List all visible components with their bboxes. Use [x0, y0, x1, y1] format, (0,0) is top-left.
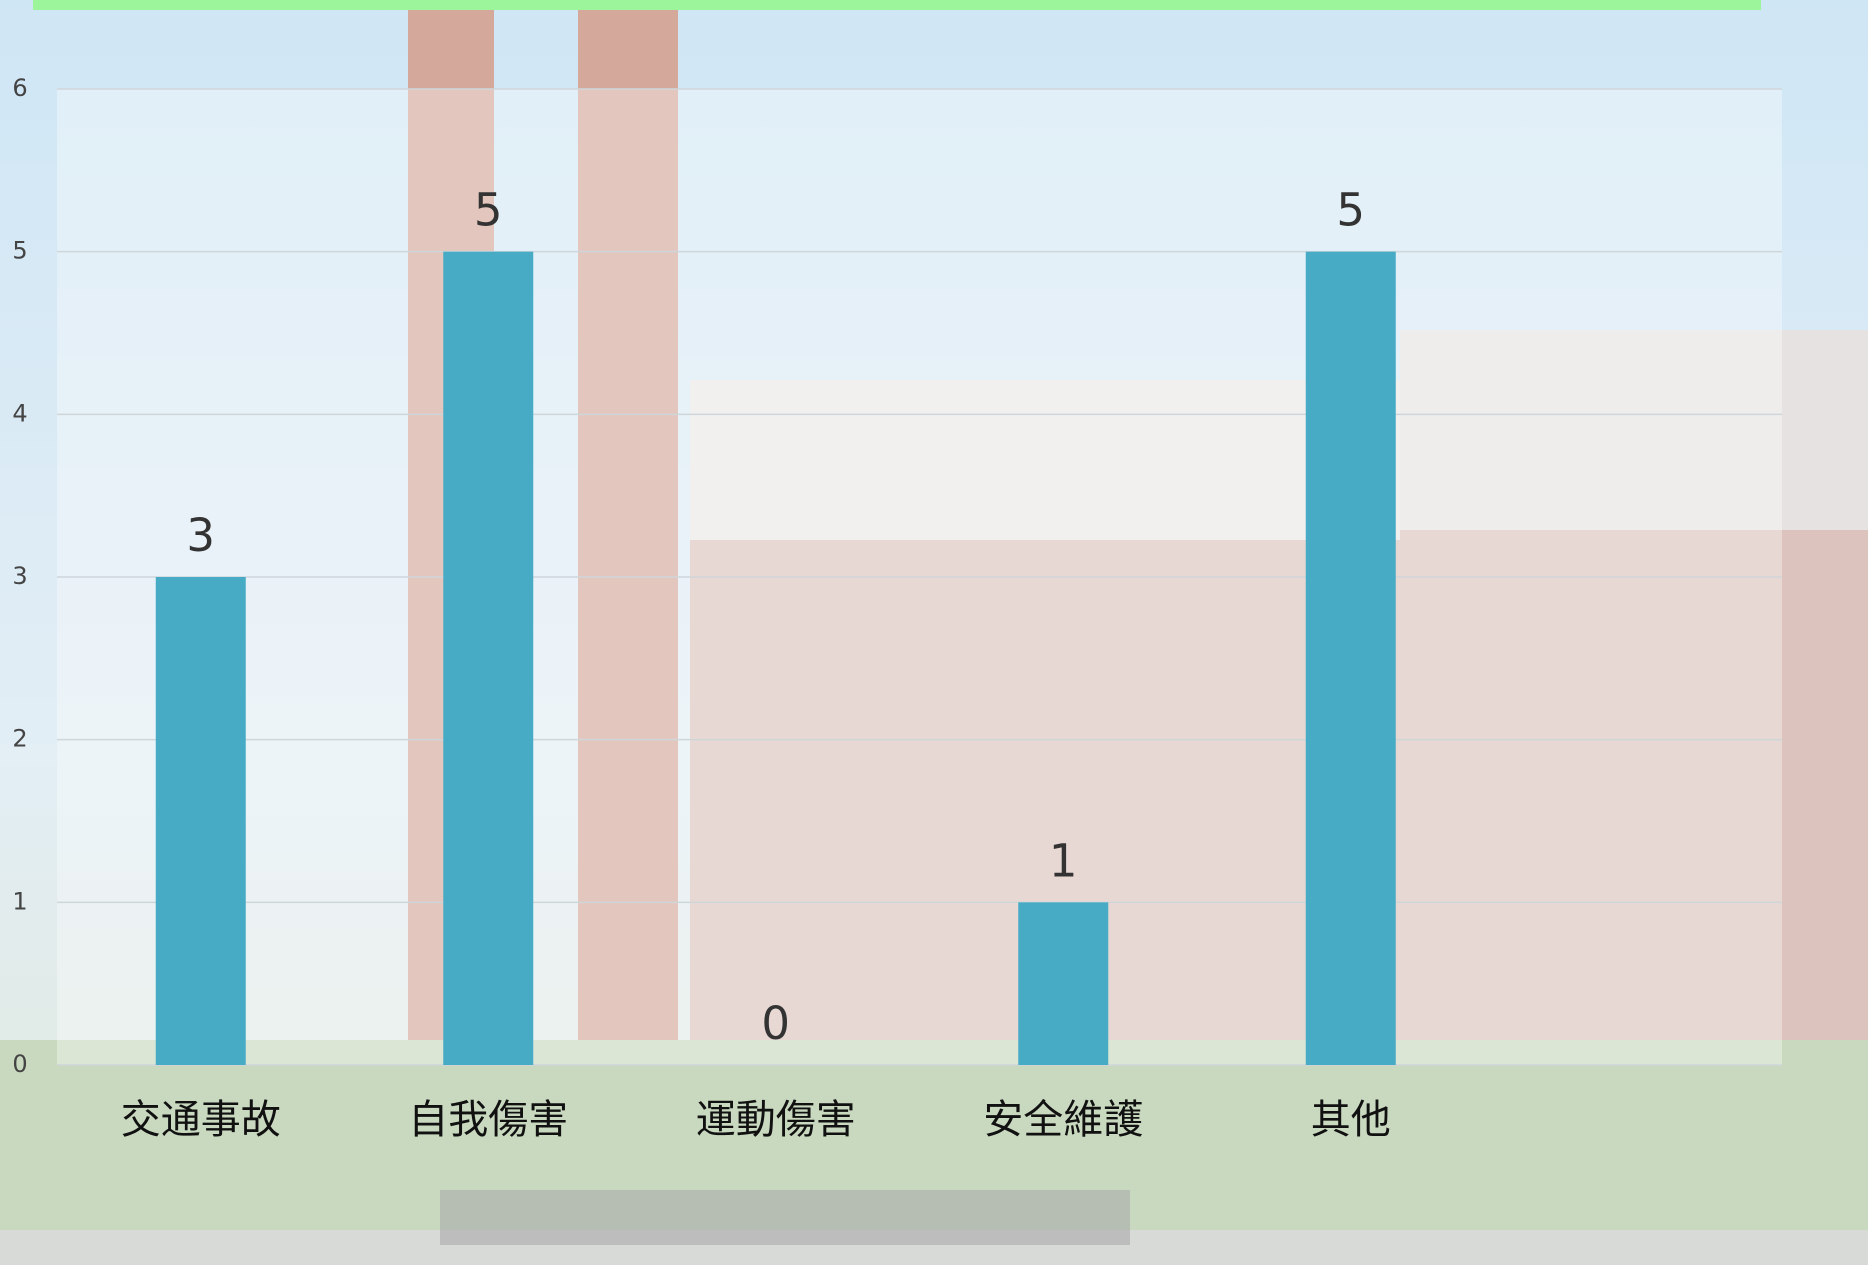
bar [443, 251, 534, 1065]
value-label: 0 [761, 997, 790, 1050]
top-bar [33, 0, 1761, 10]
y-tick-label: 4 [12, 399, 27, 427]
y-tick-label: 5 [12, 237, 27, 265]
x-tick-label: 交通事故 [121, 1097, 281, 1143]
y-tick-label: 0 [12, 1050, 27, 1078]
value-label: 3 [186, 509, 215, 562]
x-tick-label: 運動傷害 [696, 1097, 856, 1143]
bar [1018, 902, 1109, 1065]
x-tick-label: 自我傷害 [408, 1097, 568, 1143]
value-label: 1 [1049, 834, 1078, 887]
y-tick-label: 2 [12, 725, 27, 753]
x-tick-label: 其他 [1311, 1097, 1391, 1143]
value-label: 5 [474, 184, 503, 237]
bar [155, 577, 246, 1065]
value-label: 5 [1336, 184, 1365, 237]
x-tick-label: 安全維護 [983, 1097, 1143, 1143]
y-tick-label: 1 [12, 887, 27, 915]
bar [1305, 251, 1396, 1065]
y-tick-label: 6 [12, 74, 27, 102]
y-tick-label: 3 [12, 562, 27, 590]
